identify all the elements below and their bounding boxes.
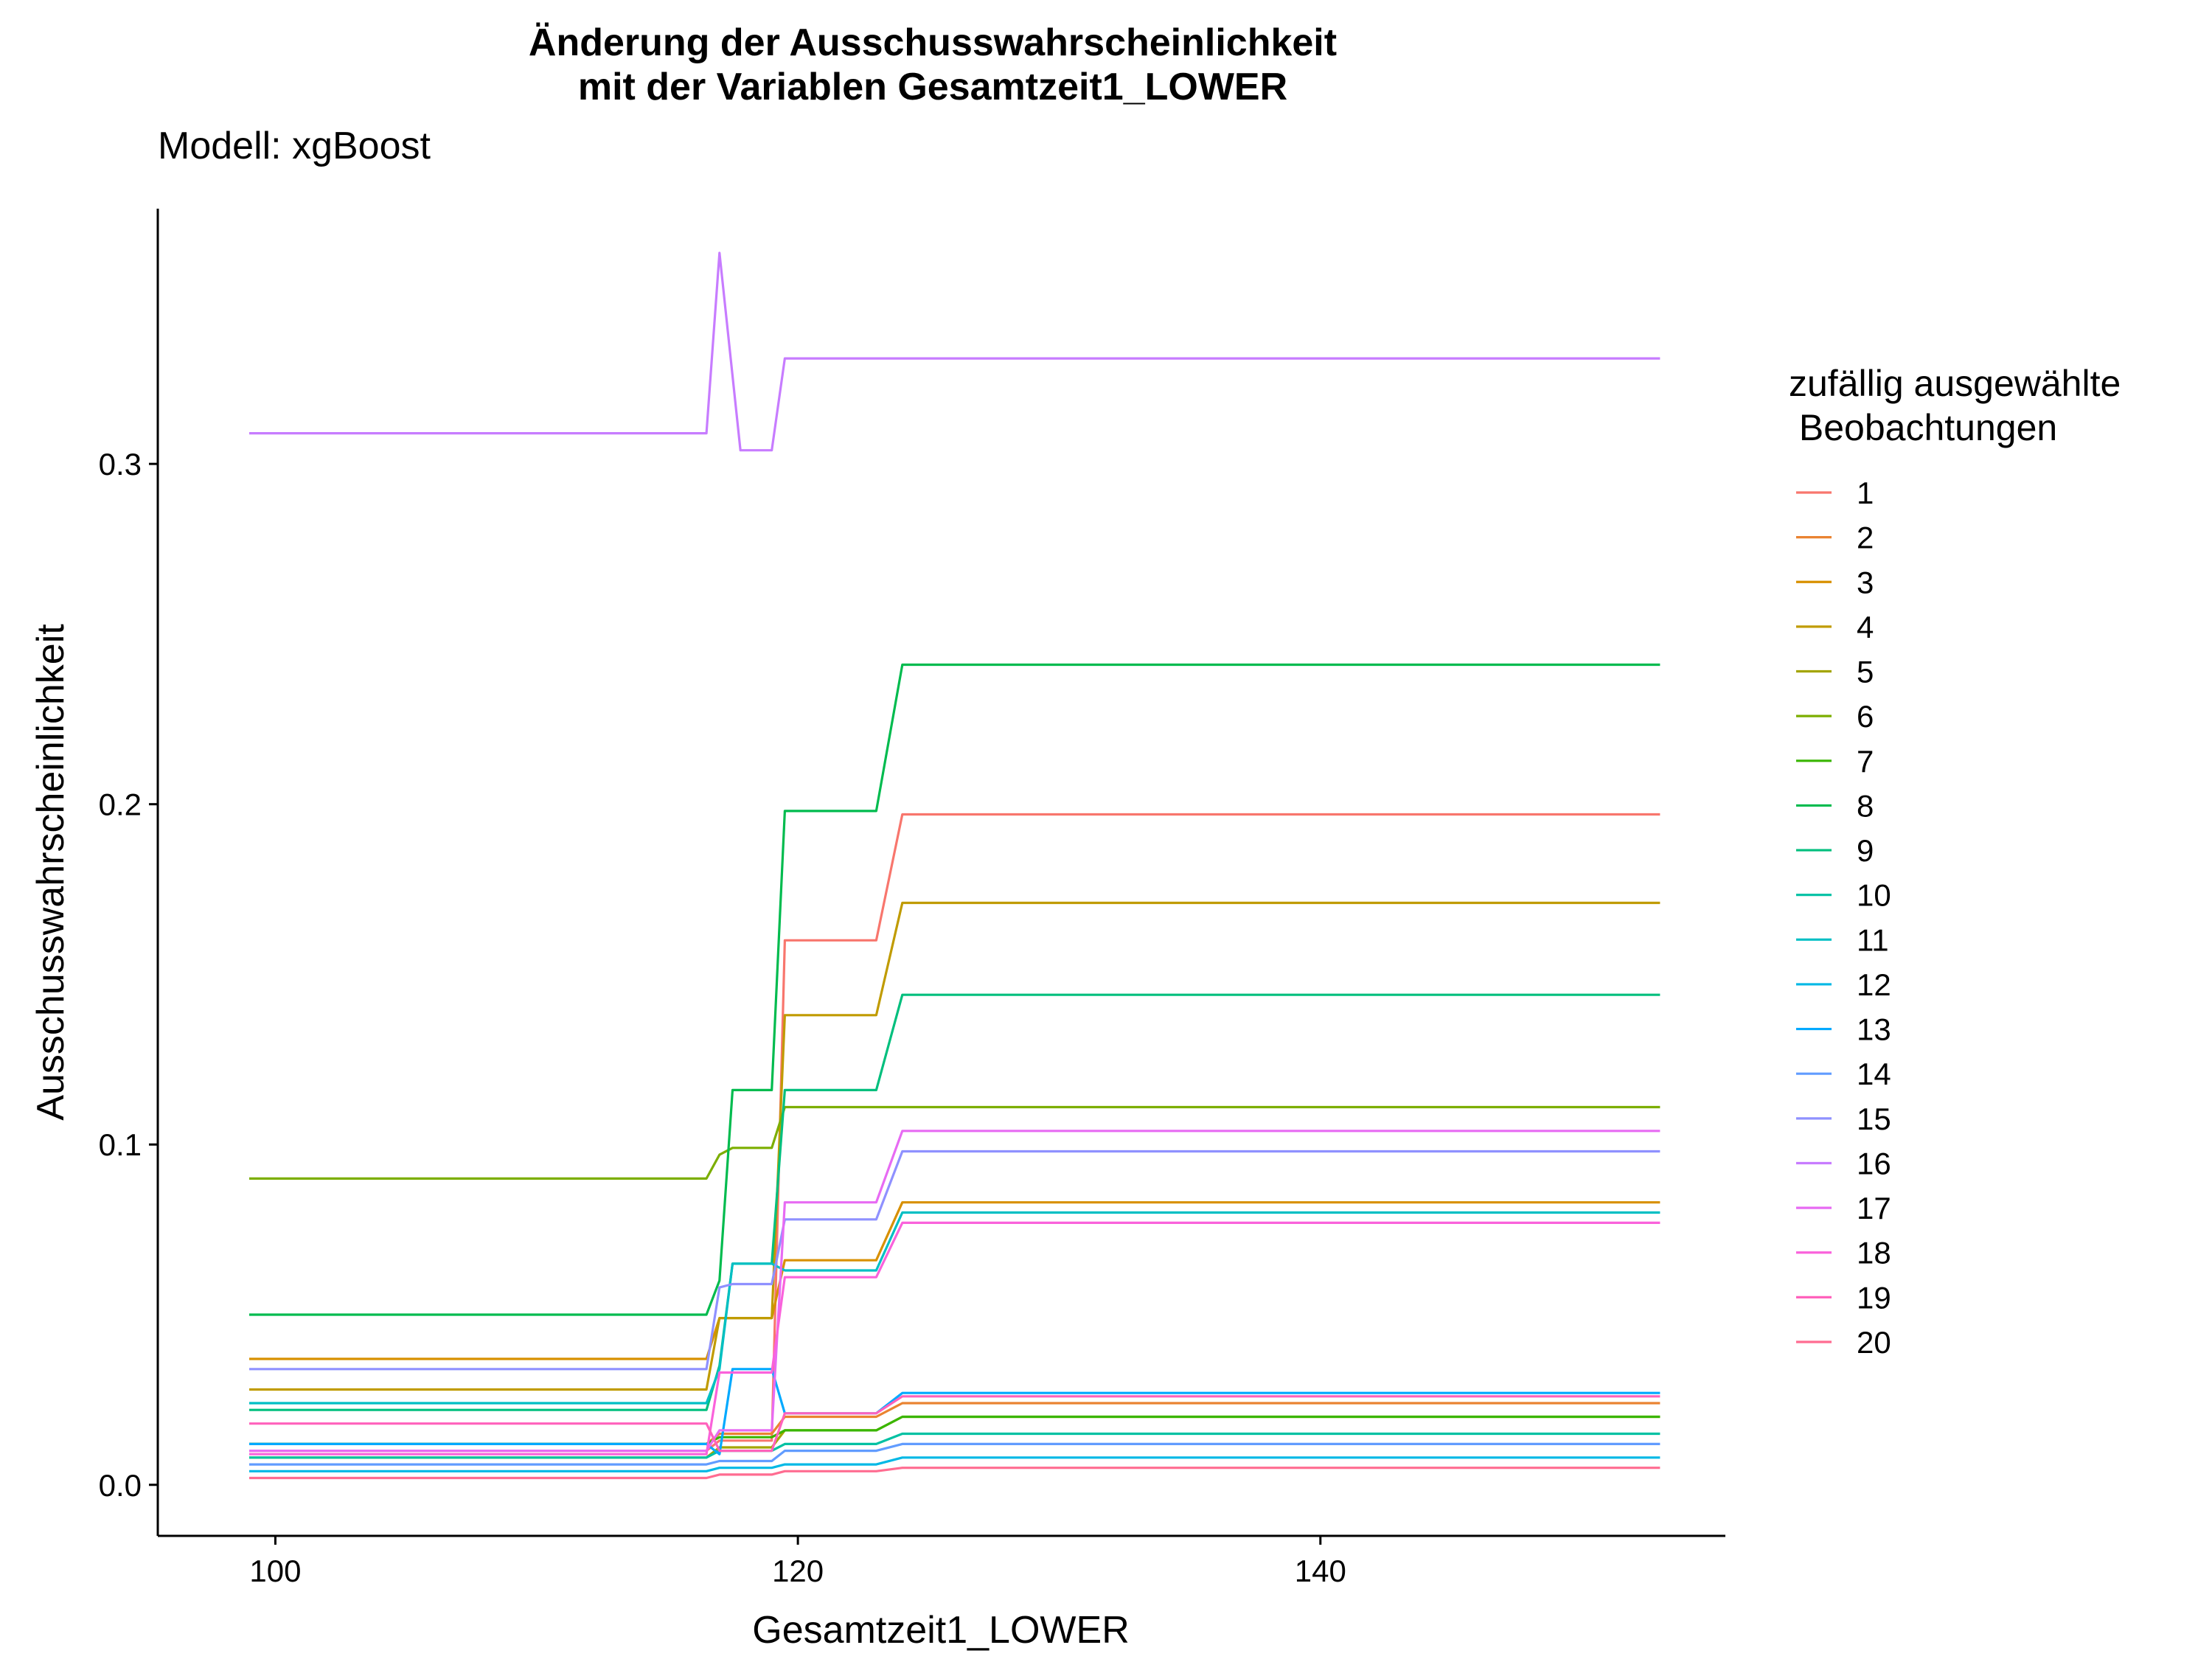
series-line-8: [249, 663, 1660, 1316]
series-line-7: [249, 1415, 1660, 1445]
legend-label-11: 11: [1857, 922, 1889, 957]
legend-label-19: 19: [1857, 1280, 1891, 1315]
series-line-13: [249, 1368, 1660, 1455]
legend-label-5: 5: [1857, 655, 1874, 689]
y-tick-label: 0.1: [99, 1127, 142, 1162]
legend-label-8: 8: [1857, 788, 1874, 823]
plot-area: [249, 251, 1660, 1480]
series-line-18: [249, 1221, 1660, 1455]
x-tick-label: 100: [249, 1554, 301, 1588]
series-line-11: [249, 1211, 1660, 1405]
legend-label-17: 17: [1857, 1191, 1891, 1225]
legend-label-16: 16: [1857, 1146, 1891, 1180]
chart-subtitle: Modell: xgBoost: [158, 125, 431, 167]
series-line-20: [249, 1467, 1660, 1480]
series-line-1: [249, 813, 1660, 1453]
legend-label-3: 3: [1857, 565, 1874, 599]
legend-label-14: 14: [1857, 1057, 1891, 1091]
legend-label-15: 15: [1857, 1102, 1891, 1136]
series-line-16: [249, 251, 1660, 452]
x-axis-title: Gesamtzeit1_LOWER: [752, 1609, 1130, 1652]
series-line-10: [249, 1432, 1660, 1459]
series-line-14: [249, 1442, 1660, 1466]
legend-title-line-2: Beobachtungen: [1789, 407, 2057, 448]
legend-label-18: 18: [1857, 1236, 1891, 1270]
legend-label-10: 10: [1857, 878, 1891, 913]
series-line-19: [249, 1395, 1660, 1453]
legend-label-2: 2: [1857, 521, 1874, 555]
y-axis-title: Ausschusswahrscheinlichkeit: [29, 624, 72, 1121]
y-tick-label: 0.0: [99, 1468, 142, 1503]
chart-title: Änderung der Ausschusswahrscheinlichkeit…: [529, 21, 1337, 108]
series-line-4: [249, 901, 1660, 1391]
chart-title-line-2: mit der Variablen Gesamtzeit1_LOWER: [578, 66, 1287, 108]
legend-label-20: 20: [1857, 1325, 1891, 1360]
legend-label-12: 12: [1857, 967, 1891, 1002]
series-line-3: [249, 1201, 1660, 1360]
legend-label-4: 4: [1857, 610, 1874, 644]
legend-label-13: 13: [1857, 1012, 1891, 1047]
y-tick-label: 0.2: [99, 787, 142, 822]
x-tick-label: 140: [1295, 1554, 1346, 1588]
legend-label-1: 1: [1857, 476, 1874, 510]
y-tick-label: 0.3: [99, 447, 142, 481]
series-line-6: [249, 1105, 1660, 1180]
chart-title-line-1: Änderung der Ausschusswahrscheinlichkeit: [529, 21, 1337, 64]
legend-title-line-1: zufällig ausgewählte: [1789, 363, 2121, 404]
legend: zufällig ausgewählte Beobachtungen 12345…: [1789, 363, 2121, 1360]
series-line-15: [249, 1150, 1660, 1371]
y-axis-ticks: 0.0 0.1 0.2 0.3: [99, 447, 158, 1503]
legend-label-6: 6: [1857, 699, 1874, 734]
legend-label-7: 7: [1857, 744, 1874, 779]
series-line-12: [249, 1456, 1660, 1472]
x-axis-ticks: 100 120 140: [249, 1536, 1346, 1588]
legend-label-9: 9: [1857, 833, 1874, 868]
x-tick-label: 120: [772, 1554, 824, 1588]
